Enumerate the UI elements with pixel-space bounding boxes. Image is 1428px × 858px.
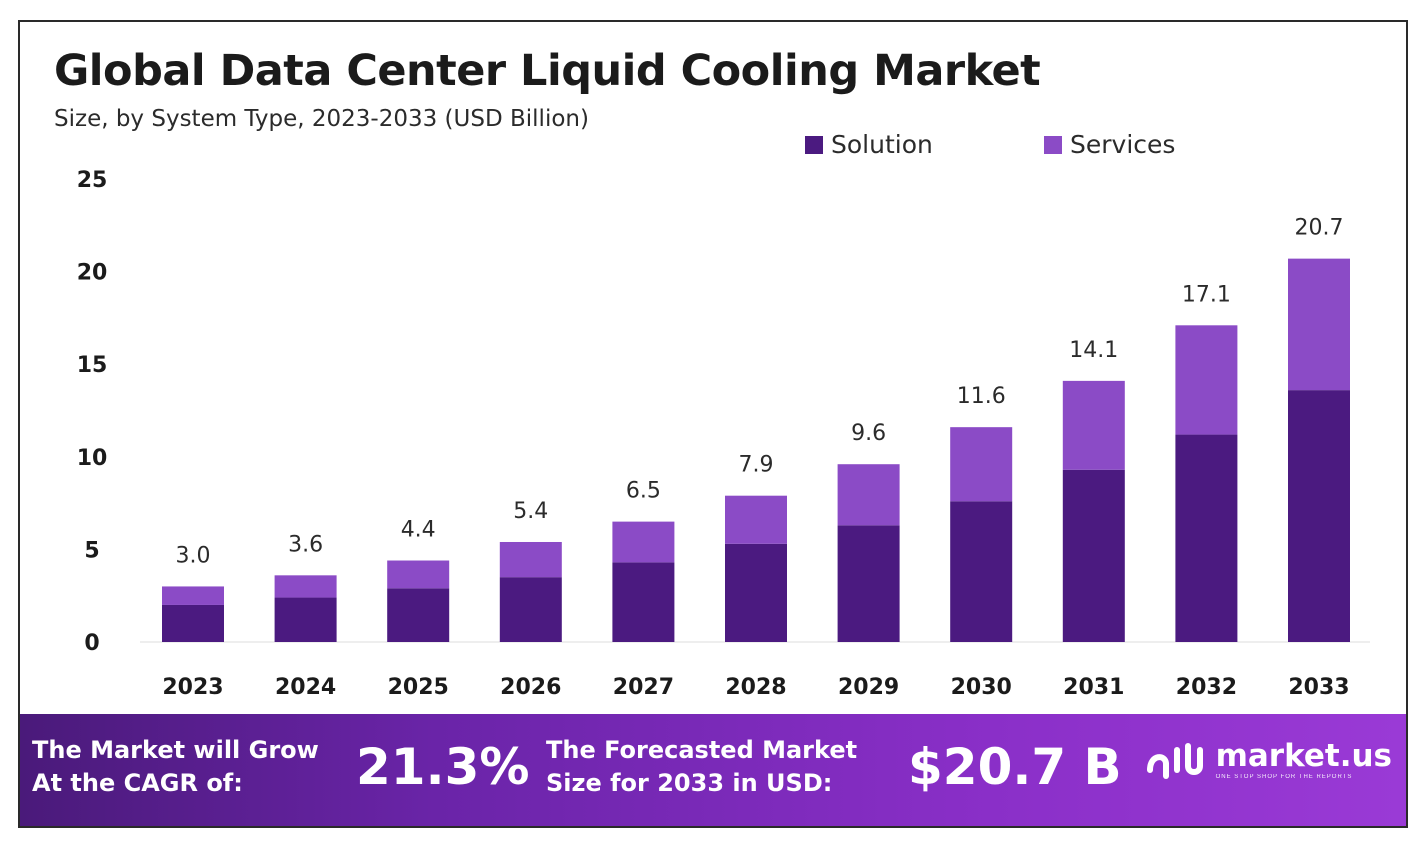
x-tick-label: 2029 [838, 675, 899, 700]
bar-services [612, 521, 675, 563]
forecast-label-line1: The Forecasted Market [546, 736, 858, 764]
bar-solution [1288, 390, 1350, 642]
x-tick-label: 2025 [388, 675, 449, 700]
forecast-label: The Forecasted Market Size for 2033 in U… [546, 734, 857, 800]
x-tick-label: 2026 [500, 675, 561, 700]
y-tick-label: 0 [84, 631, 99, 656]
data-label: 14.1 [1069, 338, 1118, 363]
x-tick-label: 2024 [275, 675, 336, 700]
bar-services [1288, 258, 1350, 391]
bar-services [499, 541, 562, 578]
chart-subtitle: Size, by System Type, 2023-2033 (USD Bil… [54, 106, 589, 132]
data-label: 3.0 [176, 543, 211, 568]
y-tick-label: 15 [77, 353, 108, 378]
forecast-label-line2: Size for 2033 in USD: [546, 769, 833, 797]
data-label: 7.9 [739, 453, 774, 478]
chart-frame: Global Data Center Liquid Cooling Market… [18, 20, 1408, 828]
data-label: 3.6 [288, 532, 323, 557]
y-tick-label: 10 [77, 446, 108, 471]
bar-services [1062, 380, 1125, 470]
cagr-value: 21.3% [356, 738, 530, 796]
bar-services [950, 427, 1013, 502]
bar-services [387, 560, 450, 589]
bar-services [1175, 325, 1238, 435]
data-label: 9.6 [851, 421, 886, 446]
market-us-logo-icon [1146, 743, 1203, 779]
brand-tagline: ONE STOP SHOP FOR THE REPORTS [1215, 774, 1353, 780]
forecast-value: $20.7 B [908, 738, 1122, 796]
bar-services [274, 575, 337, 598]
brand-logo: market.us ONE STOP SHOP FOR THE REPORTS [1146, 740, 1392, 780]
legend-swatch-solution [805, 135, 823, 154]
data-label: 6.5 [626, 479, 661, 504]
x-tick-label: 2032 [1176, 675, 1237, 700]
y-tick-label: 25 [77, 168, 108, 193]
x-tick-label: 2023 [162, 675, 223, 700]
footer-banner: The Market will Grow At the CAGR of: 21.… [20, 714, 1406, 826]
bar-solution [950, 501, 1013, 642]
data-label: 11.6 [957, 384, 1006, 409]
x-tick-label: 2028 [725, 675, 786, 700]
x-tick-label: 2033 [1288, 675, 1349, 700]
legend-label-services: Services [1070, 130, 1176, 159]
legend-label-solution: Solution [831, 130, 933, 159]
data-label: 5.4 [513, 499, 548, 524]
x-tick-label: 2030 [951, 675, 1012, 700]
bar-solution [274, 597, 337, 642]
bar-services [725, 495, 787, 544]
chart-title: Global Data Center Liquid Cooling Market [54, 46, 1041, 96]
bar-services [162, 586, 224, 605]
data-label: 4.4 [401, 518, 436, 543]
bar-solution [1175, 434, 1238, 642]
bar-solution [612, 562, 675, 642]
bar-services [837, 464, 900, 526]
legend-swatch-services [1044, 135, 1062, 154]
bar-solution [1062, 469, 1125, 642]
cagr-label-line1: The Market will Grow [32, 736, 319, 764]
bar-solution [387, 588, 450, 642]
y-tick-label: 5 [84, 538, 99, 563]
x-tick-label: 2031 [1063, 675, 1124, 700]
cagr-label-line2: At the CAGR of: [32, 769, 243, 797]
bar-chart: 05101520253.020233.620244.420255.420266.… [77, 168, 1370, 700]
legend-item-solution: Solution [805, 130, 933, 159]
brand-name: market.us [1215, 738, 1392, 774]
data-label: 20.7 [1295, 216, 1344, 241]
data-label: 17.1 [1182, 282, 1231, 307]
cagr-label: The Market will Grow At the CAGR of: [32, 734, 319, 800]
bar-solution [162, 604, 224, 642]
x-tick-label: 2027 [613, 675, 674, 700]
bar-solution [837, 525, 900, 642]
y-tick-label: 20 [77, 261, 108, 286]
bar-solution [499, 577, 562, 642]
legend-item-services: Services [1044, 130, 1175, 159]
bar-solution [725, 543, 787, 642]
